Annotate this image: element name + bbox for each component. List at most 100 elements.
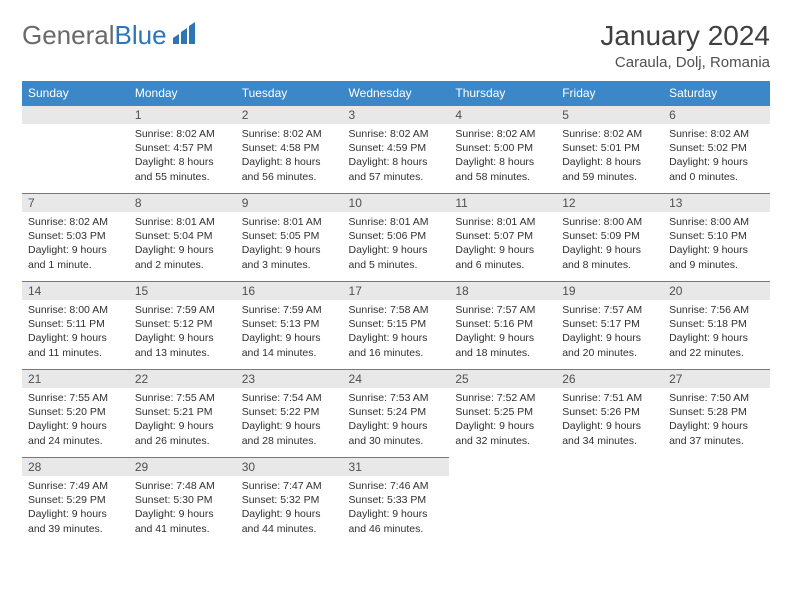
day-detail-line: Sunset: 5:30 PM — [135, 493, 230, 507]
day-details: Sunrise: 7:55 AMSunset: 5:20 PMDaylight:… — [22, 388, 129, 451]
day-number: 13 — [663, 194, 770, 212]
day-number: 22 — [129, 370, 236, 388]
calendar-day-cell: 20Sunrise: 7:56 AMSunset: 5:18 PMDayligh… — [663, 282, 770, 370]
day-detail-line: and 34 minutes. — [562, 434, 657, 448]
day-detail-line: Sunrise: 7:59 AM — [242, 303, 337, 317]
day-detail-line: Sunset: 5:18 PM — [669, 317, 764, 331]
day-details: Sunrise: 7:49 AMSunset: 5:29 PMDaylight:… — [22, 476, 129, 539]
day-detail-line: Sunset: 5:28 PM — [669, 405, 764, 419]
day-detail-line: Sunrise: 7:46 AM — [349, 479, 444, 493]
day-detail-line: Sunrise: 7:51 AM — [562, 391, 657, 405]
day-number: 27 — [663, 370, 770, 388]
day-details: Sunrise: 7:53 AMSunset: 5:24 PMDaylight:… — [343, 388, 450, 451]
day-number: 9 — [236, 194, 343, 212]
day-detail-line: Daylight: 9 hours — [135, 243, 230, 257]
day-details: Sunrise: 8:00 AMSunset: 5:11 PMDaylight:… — [22, 300, 129, 363]
calendar-day-cell: 24Sunrise: 7:53 AMSunset: 5:24 PMDayligh… — [343, 370, 450, 458]
day-detail-line: Sunrise: 7:54 AM — [242, 391, 337, 405]
day-detail-line: Sunrise: 8:02 AM — [242, 127, 337, 141]
day-detail-line: Daylight: 9 hours — [349, 419, 444, 433]
day-number: 26 — [556, 370, 663, 388]
calendar-table: SundayMondayTuesdayWednesdayThursdayFrid… — [22, 81, 770, 546]
day-detail-line: Daylight: 8 hours — [349, 155, 444, 169]
day-detail-line: Sunset: 5:26 PM — [562, 405, 657, 419]
day-detail-line: Sunset: 5:06 PM — [349, 229, 444, 243]
day-detail-line: Sunrise: 8:00 AM — [669, 215, 764, 229]
day-number: 28 — [22, 458, 129, 476]
day-detail-line: Daylight: 8 hours — [562, 155, 657, 169]
day-detail-line: Sunset: 5:24 PM — [349, 405, 444, 419]
day-detail-line: Sunset: 5:33 PM — [349, 493, 444, 507]
day-detail-line: Sunrise: 7:59 AM — [135, 303, 230, 317]
day-number: 4 — [449, 106, 556, 124]
day-detail-line: Daylight: 9 hours — [135, 507, 230, 521]
day-details: Sunrise: 8:01 AMSunset: 5:05 PMDaylight:… — [236, 212, 343, 275]
day-detail-line: Sunset: 5:12 PM — [135, 317, 230, 331]
day-details: Sunrise: 8:00 AMSunset: 5:10 PMDaylight:… — [663, 212, 770, 275]
day-detail-line: Daylight: 9 hours — [669, 331, 764, 345]
calendar-day-cell: 22Sunrise: 7:55 AMSunset: 5:21 PMDayligh… — [129, 370, 236, 458]
day-detail-line: Sunrise: 8:01 AM — [242, 215, 337, 229]
logo-word-1: General — [22, 20, 115, 51]
calendar-day-cell: 15Sunrise: 7:59 AMSunset: 5:12 PMDayligh… — [129, 282, 236, 370]
calendar-day-cell: 31Sunrise: 7:46 AMSunset: 5:33 PMDayligh… — [343, 458, 450, 546]
day-detail-line: Sunset: 5:29 PM — [28, 493, 123, 507]
day-number: 20 — [663, 282, 770, 300]
day-details: Sunrise: 7:57 AMSunset: 5:16 PMDaylight:… — [449, 300, 556, 363]
day-details: Sunrise: 7:55 AMSunset: 5:21 PMDaylight:… — [129, 388, 236, 451]
day-detail-line: Daylight: 9 hours — [669, 155, 764, 169]
calendar-day-cell: 17Sunrise: 7:58 AMSunset: 5:15 PMDayligh… — [343, 282, 450, 370]
day-detail-line: and 32 minutes. — [455, 434, 550, 448]
day-detail-line: and 11 minutes. — [28, 346, 123, 360]
day-number: 23 — [236, 370, 343, 388]
calendar-day-cell — [663, 458, 770, 546]
day-detail-line: and 22 minutes. — [669, 346, 764, 360]
day-detail-line: Sunset: 5:17 PM — [562, 317, 657, 331]
day-details: Sunrise: 8:00 AMSunset: 5:09 PMDaylight:… — [556, 212, 663, 275]
day-detail-line: Sunrise: 7:50 AM — [669, 391, 764, 405]
day-detail-line: and 26 minutes. — [135, 434, 230, 448]
day-detail-line: and 30 minutes. — [349, 434, 444, 448]
day-detail-line: Daylight: 9 hours — [562, 331, 657, 345]
calendar-day-cell: 6Sunrise: 8:02 AMSunset: 5:02 PMDaylight… — [663, 106, 770, 194]
day-detail-line: Daylight: 8 hours — [135, 155, 230, 169]
day-detail-line: Sunset: 4:59 PM — [349, 141, 444, 155]
day-detail-line: Sunset: 5:07 PM — [455, 229, 550, 243]
calendar-day-cell: 29Sunrise: 7:48 AMSunset: 5:30 PMDayligh… — [129, 458, 236, 546]
calendar-week-row: 14Sunrise: 8:00 AMSunset: 5:11 PMDayligh… — [22, 282, 770, 370]
day-detail-line: Daylight: 9 hours — [349, 243, 444, 257]
day-detail-line: Daylight: 9 hours — [455, 331, 550, 345]
calendar-day-cell: 12Sunrise: 8:00 AMSunset: 5:09 PMDayligh… — [556, 194, 663, 282]
day-detail-line: Daylight: 9 hours — [455, 419, 550, 433]
day-detail-line: Sunrise: 8:02 AM — [669, 127, 764, 141]
day-detail-line: Sunset: 5:03 PM — [28, 229, 123, 243]
day-details: Sunrise: 8:02 AMSunset: 4:59 PMDaylight:… — [343, 124, 450, 187]
calendar-week-row: 7Sunrise: 8:02 AMSunset: 5:03 PMDaylight… — [22, 194, 770, 282]
logo-bars-icon — [171, 20, 201, 51]
day-detail-line: and 59 minutes. — [562, 170, 657, 184]
day-detail-line: Sunrise: 8:02 AM — [135, 127, 230, 141]
calendar-day-cell: 10Sunrise: 8:01 AMSunset: 5:06 PMDayligh… — [343, 194, 450, 282]
day-details: Sunrise: 7:50 AMSunset: 5:28 PMDaylight:… — [663, 388, 770, 451]
weekday-header: Monday — [129, 81, 236, 106]
calendar-day-cell: 14Sunrise: 8:00 AMSunset: 5:11 PMDayligh… — [22, 282, 129, 370]
day-details: Sunrise: 8:02 AMSunset: 5:01 PMDaylight:… — [556, 124, 663, 187]
day-details — [556, 476, 663, 482]
day-number: 18 — [449, 282, 556, 300]
day-detail-line: Sunset: 5:01 PM — [562, 141, 657, 155]
calendar-day-cell — [22, 106, 129, 194]
day-number: 7 — [22, 194, 129, 212]
day-number: 16 — [236, 282, 343, 300]
day-number: 29 — [129, 458, 236, 476]
calendar-day-cell: 21Sunrise: 7:55 AMSunset: 5:20 PMDayligh… — [22, 370, 129, 458]
day-detail-line: Daylight: 9 hours — [349, 507, 444, 521]
day-detail-line: and 13 minutes. — [135, 346, 230, 360]
day-detail-line: Sunset: 5:09 PM — [562, 229, 657, 243]
day-number: 11 — [449, 194, 556, 212]
day-detail-line: Sunrise: 7:55 AM — [28, 391, 123, 405]
day-detail-line: and 8 minutes. — [562, 258, 657, 272]
day-details: Sunrise: 7:56 AMSunset: 5:18 PMDaylight:… — [663, 300, 770, 363]
day-details: Sunrise: 8:01 AMSunset: 5:04 PMDaylight:… — [129, 212, 236, 275]
day-detail-line: Sunset: 4:57 PM — [135, 141, 230, 155]
calendar-week-row: 28Sunrise: 7:49 AMSunset: 5:29 PMDayligh… — [22, 458, 770, 546]
